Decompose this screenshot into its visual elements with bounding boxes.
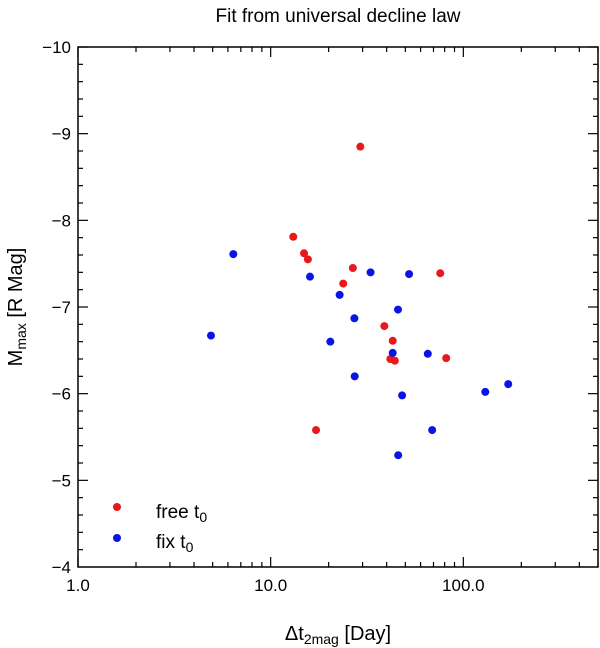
data-point (394, 451, 403, 460)
data-point (366, 268, 375, 277)
y-tick-label: −4 (52, 558, 71, 577)
data-point (305, 272, 314, 281)
legend-marker-free-t0 (113, 503, 121, 511)
data-point (481, 387, 490, 396)
data-point (206, 331, 215, 340)
data-point (442, 354, 451, 363)
chart-title: Fit from universal decline law (216, 6, 461, 27)
data-point (348, 264, 357, 272)
data-point (350, 314, 359, 323)
data-point (388, 348, 397, 357)
x-tick-label: 100.0 (442, 576, 485, 595)
data-point (393, 305, 402, 314)
legend-label-fix-t0-main: fix t (156, 532, 186, 553)
data-point (380, 322, 389, 331)
data-point (436, 269, 445, 278)
x-axis-label: Δt2mag [Day] (285, 623, 391, 647)
data-point (312, 426, 321, 435)
y-tick-label: −10 (42, 38, 71, 57)
data-point (428, 426, 437, 435)
plot-frame (77, 46, 599, 568)
y-tick-label: −7 (52, 298, 71, 317)
data-point (303, 255, 312, 264)
data-point (398, 391, 407, 400)
y-tick-label: −8 (52, 211, 71, 230)
series-free-t0 (289, 142, 451, 435)
data-point (289, 232, 298, 241)
series-fix-t0 (206, 250, 513, 460)
x-axis-label-subscript: 2mag (304, 631, 339, 647)
legend-label-free-t0: free t0 (156, 502, 207, 525)
y-axis-label-subscript: max (13, 323, 29, 349)
legend-marker-fix-t0 (113, 534, 121, 542)
y-axis: −10 −9 −8 −7 −6 −5 −4 (42, 38, 598, 577)
data-point (504, 380, 513, 389)
data-point (405, 270, 414, 279)
legend-label-fix-t0-subscript: 0 (186, 539, 194, 555)
legend-label-free-t0-subscript: 0 (199, 509, 207, 525)
y-tick-label: −9 (52, 125, 71, 144)
data-point (339, 279, 348, 288)
data-point (229, 250, 238, 259)
y-axis-label: Mmax [R Mag] (5, 248, 29, 367)
data-point (300, 249, 309, 258)
legend: free t0 fix t0 (113, 502, 207, 555)
y-axis-label-main: M (5, 350, 27, 367)
y-tick-label: −5 (52, 471, 71, 490)
data-point (350, 372, 359, 381)
legend-label-fix-t0: fix t0 (156, 532, 194, 555)
y-tick-label: −6 (52, 385, 71, 404)
y-axis-label-unit: [R Mag] (5, 248, 27, 324)
data-point (390, 356, 399, 365)
data-point (423, 349, 432, 358)
data-points (206, 142, 513, 460)
x-tick-label: 10.0 (254, 576, 287, 595)
data-point (326, 337, 335, 346)
x-axis-label-unit: [Day] (339, 623, 391, 645)
data-point (356, 142, 365, 151)
x-axis: 1.0 10.0 100.0 (66, 47, 599, 595)
data-point (335, 290, 344, 299)
x-axis-label-main: Δt (285, 623, 304, 645)
legend-label-free-t0-main: free t (156, 502, 200, 523)
data-point (388, 336, 397, 345)
x-tick-label: 1.0 (66, 576, 90, 595)
